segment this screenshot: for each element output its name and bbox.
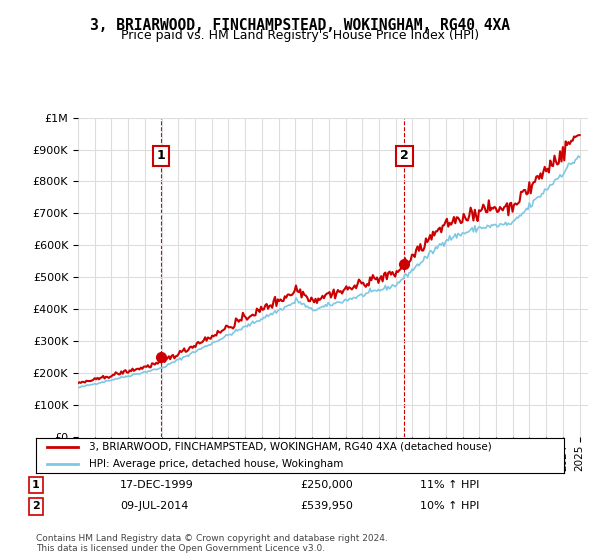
Text: 2: 2 — [32, 501, 40, 511]
Text: 3, BRIARWOOD, FINCHAMPSTEAD, WOKINGHAM, RG40 4XA (detached house): 3, BRIARWOOD, FINCHAMPSTEAD, WOKINGHAM, … — [89, 442, 491, 452]
Text: 10% ↑ HPI: 10% ↑ HPI — [420, 501, 479, 511]
Text: 1: 1 — [32, 480, 40, 490]
Text: £539,950: £539,950 — [300, 501, 353, 511]
Text: HPI: Average price, detached house, Wokingham: HPI: Average price, detached house, Woki… — [89, 459, 343, 469]
Text: Contains HM Land Registry data © Crown copyright and database right 2024.
This d: Contains HM Land Registry data © Crown c… — [36, 534, 388, 553]
Text: 17-DEC-1999: 17-DEC-1999 — [120, 480, 194, 490]
Text: Price paid vs. HM Land Registry's House Price Index (HPI): Price paid vs. HM Land Registry's House … — [121, 29, 479, 42]
Text: 11% ↑ HPI: 11% ↑ HPI — [420, 480, 479, 490]
Text: £250,000: £250,000 — [300, 480, 353, 490]
Text: 09-JUL-2014: 09-JUL-2014 — [120, 501, 188, 511]
Text: 1: 1 — [157, 150, 166, 162]
Text: 3, BRIARWOOD, FINCHAMPSTEAD, WOKINGHAM, RG40 4XA: 3, BRIARWOOD, FINCHAMPSTEAD, WOKINGHAM, … — [90, 18, 510, 33]
Text: 2: 2 — [400, 150, 409, 162]
